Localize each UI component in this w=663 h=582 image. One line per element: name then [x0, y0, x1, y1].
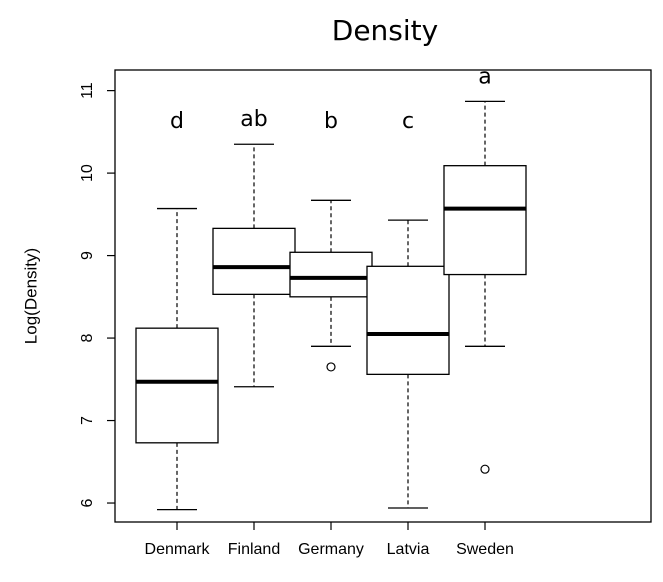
- box: [289, 251, 373, 298]
- box: [135, 327, 219, 444]
- x-tick-label: Latvia: [387, 541, 430, 558]
- group-letter: ab: [240, 107, 267, 132]
- group-letter: b: [324, 109, 338, 134]
- y-axis-label: Log(Density): [21, 248, 40, 344]
- y-tick-label: 8: [79, 334, 96, 343]
- x-tick-label: Finland: [228, 541, 280, 558]
- box: [366, 265, 450, 376]
- y-tick-label: 9: [79, 251, 96, 260]
- x-tick-label: Germany: [298, 541, 364, 558]
- y-tick-label: 11: [79, 82, 96, 99]
- y-tick-label: 6: [79, 498, 96, 507]
- outlier: [326, 362, 336, 372]
- chart-title: Density: [332, 14, 438, 47]
- group-letter: a: [478, 64, 491, 89]
- group-letter: c: [402, 109, 414, 134]
- outlier: [480, 464, 490, 474]
- x-tick-label: Sweden: [456, 541, 514, 558]
- x-tick-label: Denmark: [145, 541, 211, 558]
- box: [212, 227, 296, 296]
- y-tick-label: 10: [79, 164, 96, 182]
- group-letter: d: [170, 109, 184, 134]
- box: [443, 165, 527, 276]
- plot-frame: [114, 69, 652, 523]
- y-tick-label: 7: [79, 416, 96, 425]
